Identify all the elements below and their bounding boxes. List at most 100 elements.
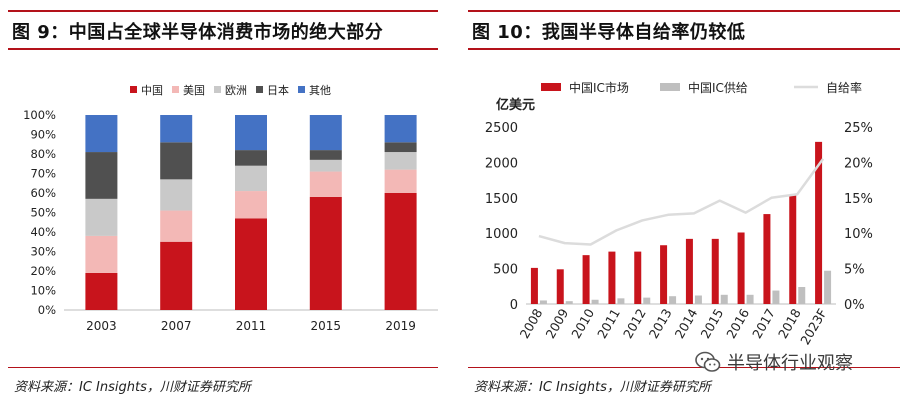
figure-10-panel: 图 10：我国半导体自给率仍较低 中国IC市场 中国IC供给 自给率 亿美元 0 500 1… <box>460 0 910 404</box>
bar-segment <box>160 241 193 310</box>
legend-swatch <box>172 86 179 93</box>
bar-segment <box>384 115 417 143</box>
y-left-tick-label: 1000 <box>485 227 518 242</box>
market-bar <box>763 214 771 304</box>
supply-bar <box>694 295 702 304</box>
bar-segment <box>384 169 417 193</box>
x-tick-label: 2013 <box>646 306 675 341</box>
y-tick-label: 10% <box>30 284 56 298</box>
bar-segment <box>160 115 193 143</box>
figure-9-source: 资料来源：IC Insights，川财证券研究所 <box>14 380 251 395</box>
y-left-tick-label: 0 <box>510 298 518 313</box>
legend-swatch <box>541 83 561 91</box>
watermark: 半导体行业观察 <box>695 348 853 376</box>
y-right-tick-label: 20% <box>844 156 873 171</box>
y-tick-label: 60% <box>30 186 56 200</box>
x-tick-label: 2011 <box>594 306 623 341</box>
watermark-text: 半导体行业观察 <box>727 353 853 374</box>
x-tick-label: 2016 <box>723 306 752 341</box>
legend-label: 美国 <box>183 84 205 97</box>
header-rule <box>8 10 438 12</box>
y-tick-label: 70% <box>30 167 56 181</box>
y-left-tick-label: 500 <box>493 263 518 278</box>
market-bar <box>711 238 719 304</box>
bar-segment <box>309 171 342 197</box>
supply-bar <box>617 298 625 304</box>
footer-rule <box>468 367 900 368</box>
bar-segment <box>85 152 118 199</box>
market-bar <box>789 194 797 304</box>
y-left-tick-label: 2000 <box>485 156 518 171</box>
x-tick-label: 2011 <box>236 319 267 333</box>
bar-segment <box>235 150 267 166</box>
bar-segment <box>160 210 193 242</box>
bar-segment <box>85 198 118 236</box>
bar-segment <box>309 159 342 172</box>
legend-label: 中国IC供给 <box>688 80 748 95</box>
x-tick-label: 2010 <box>568 306 597 341</box>
bar-segment <box>85 115 118 153</box>
legend-swatch <box>298 86 305 93</box>
self-sufficiency-line <box>538 158 825 246</box>
y-tick-label: 50% <box>30 206 56 220</box>
legend-label: 其他 <box>309 84 331 97</box>
x-tick-label: 2003 <box>86 319 117 333</box>
legend-label: 欧洲 <box>225 84 247 97</box>
market-bar <box>530 267 538 304</box>
x-tick-label: 2015 <box>697 306 726 341</box>
legend-label: 中国 <box>141 84 163 97</box>
legend-swatch <box>660 83 680 91</box>
y-tick-label: 40% <box>30 225 56 239</box>
y-axis-unit-label: 亿美元 <box>496 97 535 113</box>
x-tick-label: 2014 <box>672 306 701 341</box>
wechat-icon <box>695 351 721 372</box>
y-tick-label: 80% <box>30 147 56 161</box>
supply-bar <box>772 290 780 304</box>
figure-9-title: 图 9：中国占全球半导体消费市场的绝大部分 <box>12 22 384 43</box>
y-right-tick-label: 5% <box>844 263 865 278</box>
legend-swatch <box>130 86 137 93</box>
legend-swatch <box>256 86 263 93</box>
legend-swatch <box>214 86 221 93</box>
x-tick-label: 2015 <box>311 319 342 333</box>
header-rule <box>8 48 438 50</box>
y-tick-label: 100% <box>23 108 56 122</box>
bar-segment <box>384 193 417 310</box>
bar-segment <box>384 152 417 170</box>
figure-10-source: 资料来源：IC Insights，川财证券研究所 <box>474 380 711 395</box>
y-tick-label: 90% <box>30 128 56 142</box>
bar-segment <box>309 115 342 151</box>
y-tick-label: 0% <box>38 303 56 317</box>
y-tick-label: 30% <box>30 245 56 259</box>
supply-bar <box>539 300 547 304</box>
x-tick-label: 2007 <box>161 319 192 333</box>
bar-segment <box>160 142 193 180</box>
y-left-tick-label: 1500 <box>485 192 518 207</box>
legend-label: 自给率 <box>826 80 862 95</box>
market-bar <box>608 251 616 304</box>
x-tick-label: 2017 <box>749 306 778 341</box>
bar-segment <box>85 235 118 273</box>
y-right-tick-label: 25% <box>844 121 873 136</box>
bar-segment <box>235 218 267 310</box>
x-tick-label: 2019 <box>385 319 416 333</box>
figure-9-panel: 图 9：中国占全球半导体消费市场的绝大部分 中国 美国 欧洲 日本 其他 0% 10% 20%… <box>0 0 445 404</box>
market-bar <box>582 255 590 304</box>
supply-bar <box>746 294 754 304</box>
supply-bar <box>591 299 599 304</box>
supply-bar <box>565 301 573 304</box>
y-right-tick-label: 0% <box>844 298 865 313</box>
bar-segment <box>235 165 267 192</box>
supply-bar <box>798 287 806 304</box>
bar-segment <box>235 191 267 219</box>
market-bar <box>737 232 745 304</box>
x-tick-label: 2023F <box>797 306 829 347</box>
supply-bar <box>643 297 651 304</box>
header-rule <box>468 10 900 12</box>
legend-label: 中国IC市场 <box>569 80 629 95</box>
bar-segment <box>85 272 118 310</box>
y-left-tick-label: 2500 <box>485 121 518 136</box>
bar-segment <box>309 150 342 160</box>
header-rule <box>468 48 900 50</box>
